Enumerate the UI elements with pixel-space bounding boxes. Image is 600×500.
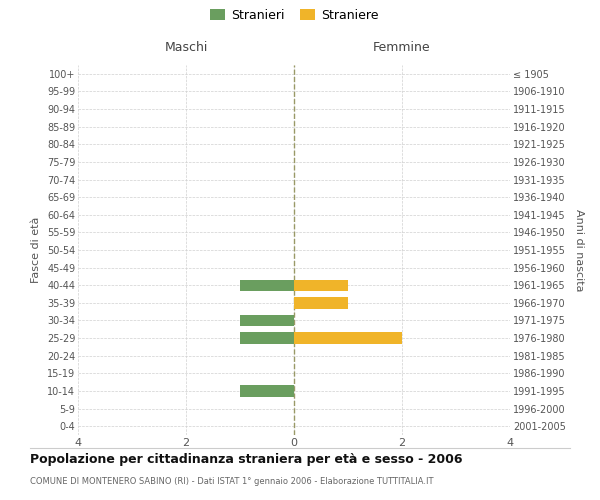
- Bar: [294, 280, 348, 291]
- Legend: Stranieri, Straniere: Stranieri, Straniere: [210, 8, 378, 22]
- Bar: [240, 315, 294, 326]
- Bar: [294, 332, 402, 344]
- Text: Popolazione per cittadinanza straniera per età e sesso - 2006: Popolazione per cittadinanza straniera p…: [30, 452, 463, 466]
- Bar: [240, 385, 294, 396]
- Text: Maschi: Maschi: [164, 42, 208, 54]
- Text: Femmine: Femmine: [373, 42, 431, 54]
- Bar: [240, 332, 294, 344]
- Y-axis label: Anni di nascita: Anni di nascita: [574, 209, 584, 291]
- Text: COMUNE DI MONTENERO SABINO (RI) - Dati ISTAT 1° gennaio 2006 - Elaborazione TUTT: COMUNE DI MONTENERO SABINO (RI) - Dati I…: [30, 478, 433, 486]
- Bar: [294, 297, 348, 308]
- Bar: [240, 280, 294, 291]
- Y-axis label: Fasce di età: Fasce di età: [31, 217, 41, 283]
